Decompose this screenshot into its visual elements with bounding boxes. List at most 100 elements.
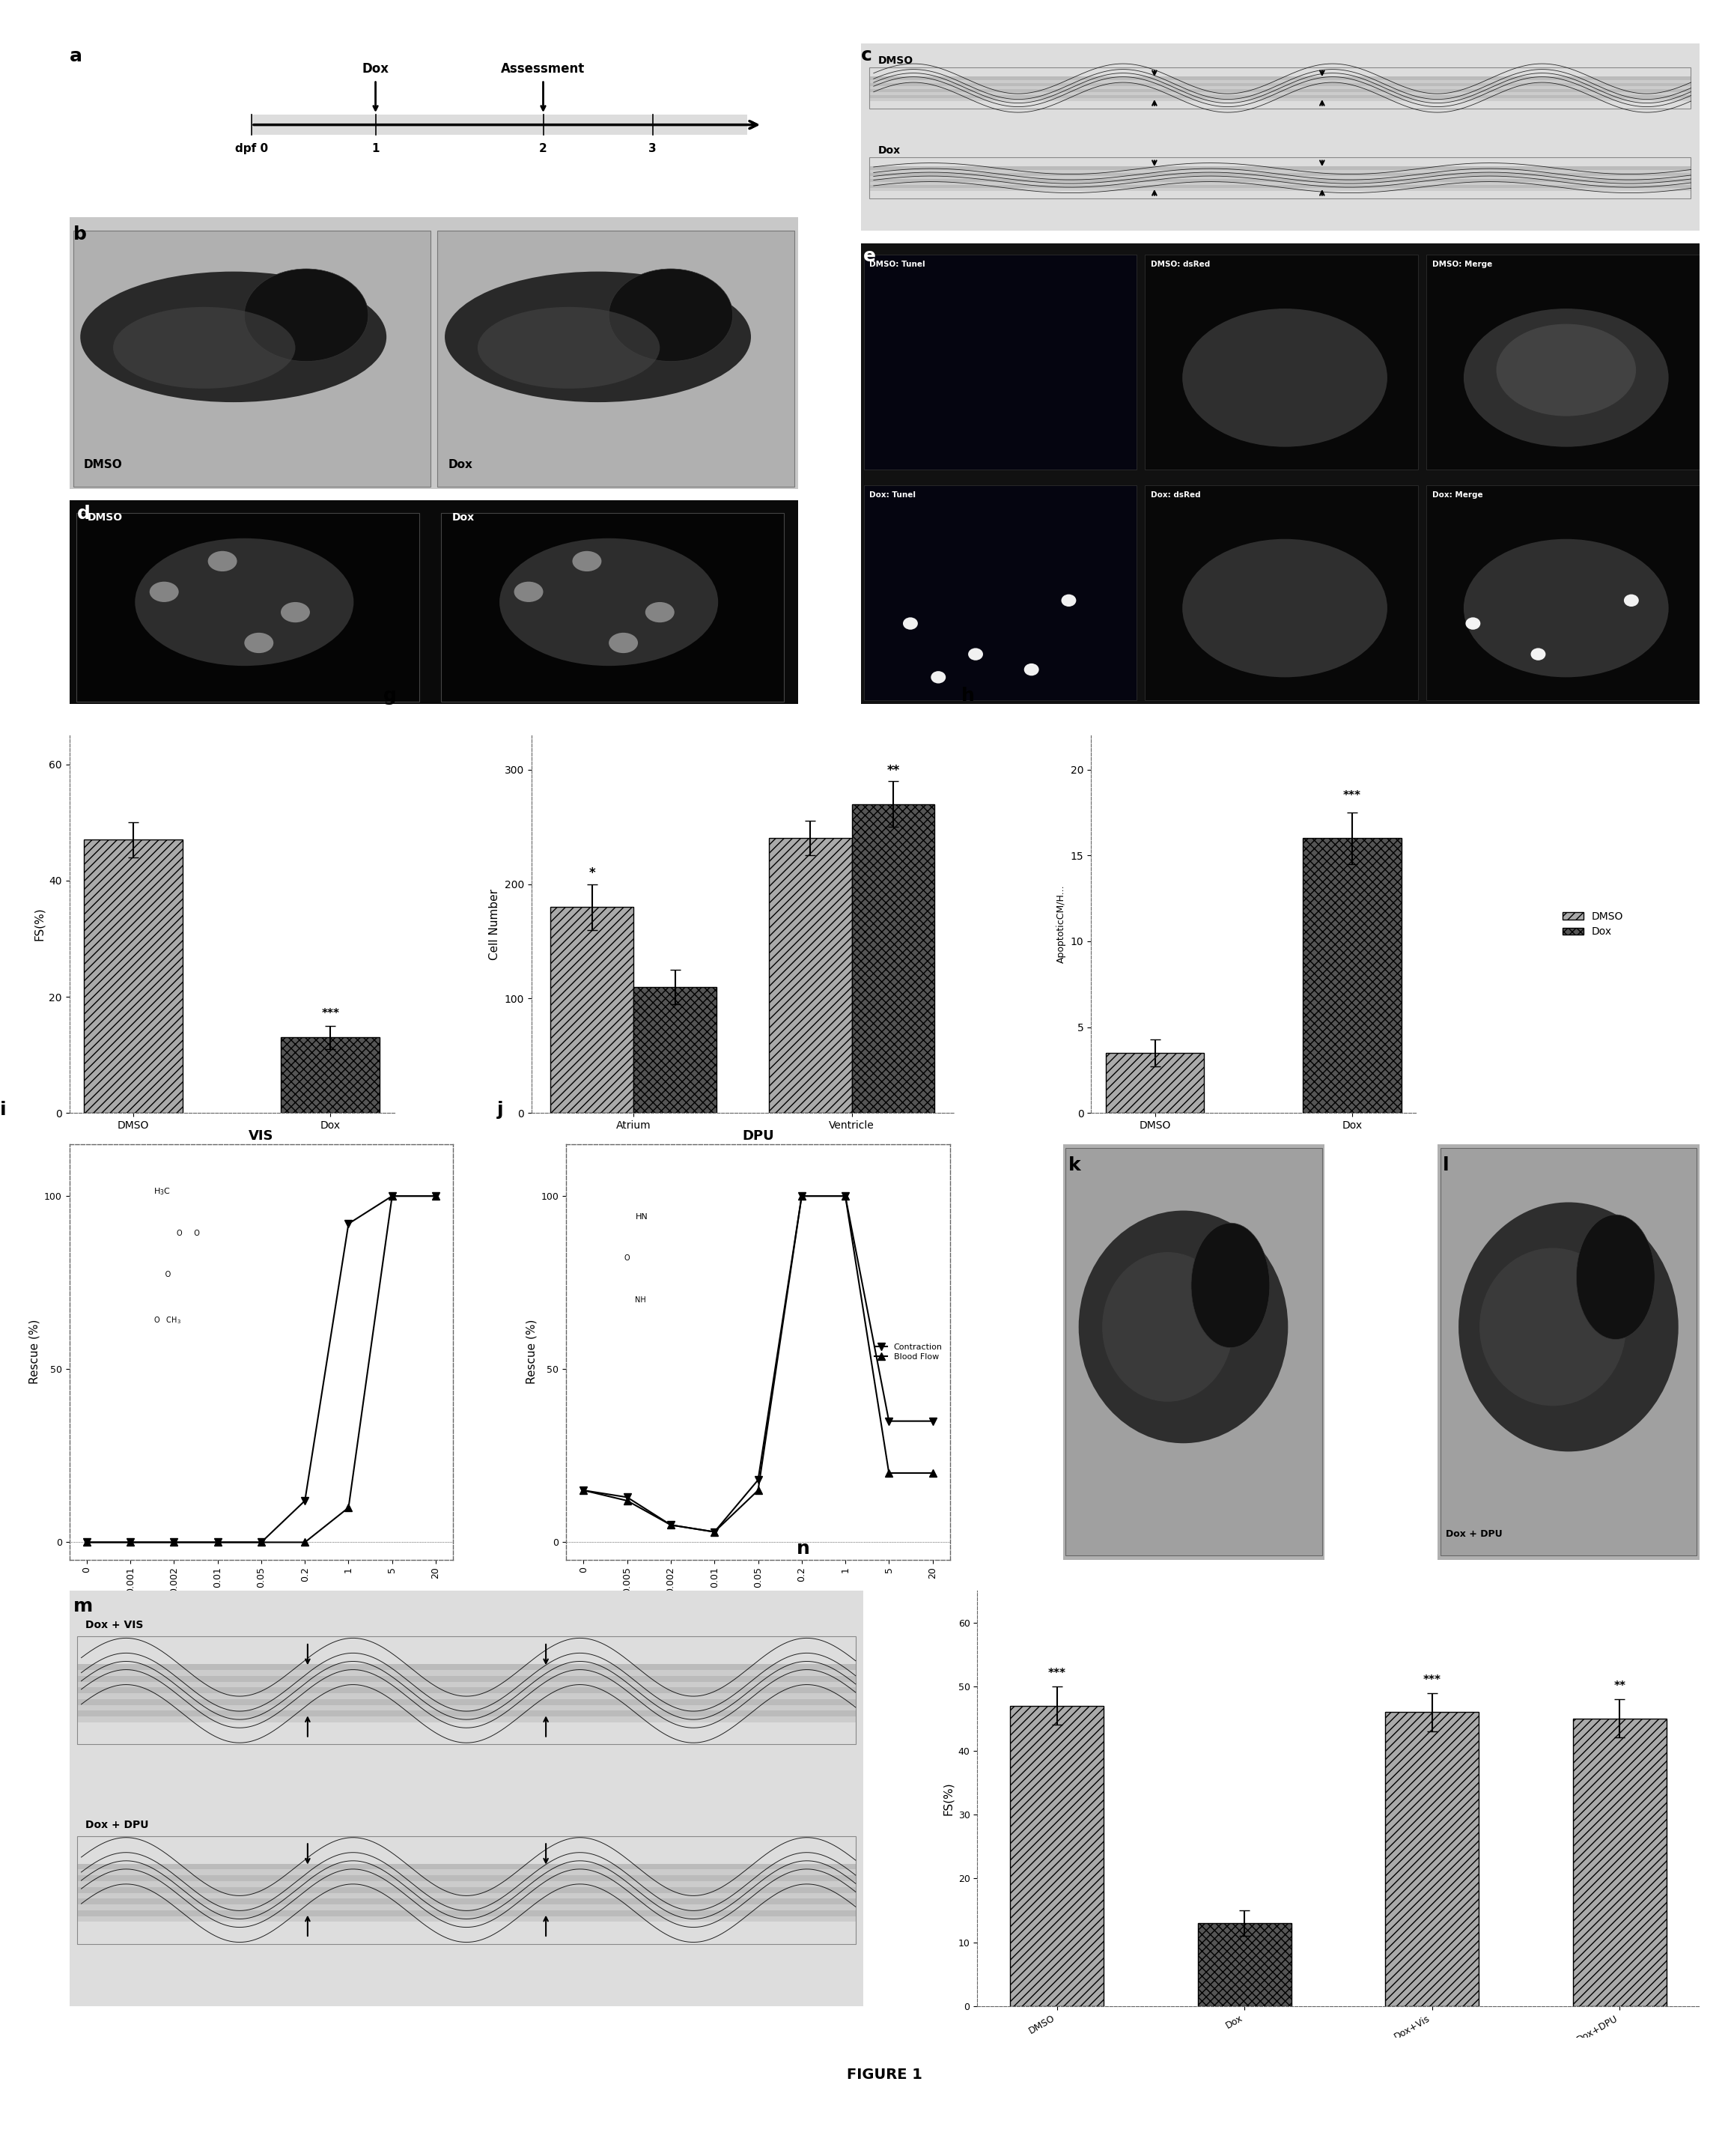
FancyBboxPatch shape [78,1699,855,1705]
FancyBboxPatch shape [437,231,794,487]
FancyBboxPatch shape [78,1705,855,1712]
Ellipse shape [1183,539,1387,677]
FancyBboxPatch shape [869,170,1691,172]
Text: NH: NH [635,1296,647,1304]
Bar [1011,1705,1105,2007]
Circle shape [1531,649,1545,660]
Text: e: e [864,248,876,265]
Text: DMSO: DMSO [877,56,914,65]
Y-axis label: ApoptoticCM/H...: ApoptoticCM/H... [1056,884,1066,964]
Circle shape [1191,1222,1269,1348]
Text: DMSO: DMSO [83,459,123,470]
FancyBboxPatch shape [869,175,1691,179]
Circle shape [208,552,238,571]
Circle shape [1576,1214,1654,1339]
Text: i: i [0,1102,7,1119]
Text: j: j [498,1102,503,1119]
FancyBboxPatch shape [78,1869,855,1876]
FancyBboxPatch shape [869,82,1691,86]
FancyBboxPatch shape [864,485,1138,701]
Ellipse shape [477,306,661,388]
FancyBboxPatch shape [869,75,1691,80]
Ellipse shape [499,539,718,666]
Bar [85,841,182,1112]
Text: m: m [73,1598,94,1615]
Text: b: b [73,224,87,244]
Text: 1: 1 [371,142,380,155]
FancyBboxPatch shape [869,179,1691,181]
Blood Flow [879,1460,900,1485]
Text: h: h [961,688,975,705]
Text: ***: *** [1344,789,1361,802]
Text: ***: *** [321,1009,340,1020]
FancyBboxPatch shape [78,1910,855,1917]
FancyBboxPatch shape [78,1671,855,1675]
Contraction [704,1520,725,1546]
Circle shape [281,602,310,623]
Text: DMSO: Merge: DMSO: Merge [1432,261,1491,270]
FancyBboxPatch shape [78,1876,855,1882]
FancyBboxPatch shape [76,513,420,701]
Title: DPU: DPU [742,1130,773,1143]
FancyBboxPatch shape [864,254,1138,470]
Contraction [834,1184,855,1210]
Bar [1198,1923,1292,2007]
Bar [1106,1052,1203,1112]
FancyBboxPatch shape [869,172,1691,175]
Text: Dox: Dox [453,513,475,522]
X-axis label: uM: uM [253,1598,269,1608]
FancyBboxPatch shape [73,231,430,487]
FancyBboxPatch shape [78,1688,855,1692]
Circle shape [149,582,179,602]
Circle shape [968,649,983,660]
Circle shape [1061,595,1077,606]
Ellipse shape [1458,1203,1679,1451]
FancyBboxPatch shape [440,513,784,701]
Blood Flow [922,1460,943,1485]
FancyBboxPatch shape [869,166,1691,170]
FancyBboxPatch shape [869,181,1691,185]
Text: HN: HN [635,1214,649,1220]
Circle shape [903,617,917,630]
Blood Flow [617,1488,638,1514]
Text: k: k [1068,1156,1080,1175]
FancyBboxPatch shape [78,1893,855,1899]
FancyBboxPatch shape [78,1899,855,1904]
Ellipse shape [1479,1248,1626,1406]
Text: DMSO: Tunel: DMSO: Tunel [869,261,926,270]
Ellipse shape [1496,323,1635,416]
Blood Flow [747,1477,768,1503]
Circle shape [609,632,638,653]
Text: O   CH$_3$: O CH$_3$ [154,1315,182,1326]
Text: a: a [69,47,81,65]
Text: g: g [383,688,397,705]
FancyBboxPatch shape [78,1863,855,1869]
FancyBboxPatch shape [1427,485,1699,701]
Blood Flow [704,1520,725,1546]
Text: d: d [76,505,90,524]
Text: Assessment: Assessment [501,63,584,75]
FancyBboxPatch shape [78,1917,855,1921]
Circle shape [572,552,602,571]
Ellipse shape [1183,308,1387,446]
FancyBboxPatch shape [1144,254,1418,470]
FancyBboxPatch shape [78,1682,855,1688]
Y-axis label: Rescue (%): Rescue (%) [29,1319,40,1384]
Contraction [661,1511,681,1537]
FancyBboxPatch shape [78,1664,855,1671]
FancyBboxPatch shape [78,1886,855,1893]
Text: Dox + DPU: Dox + DPU [85,1820,149,1830]
FancyBboxPatch shape [78,1716,855,1723]
Y-axis label: FS(%): FS(%) [33,908,45,940]
Legend: DMSO, Dox: DMSO, Dox [1559,908,1628,942]
Bar [1302,839,1401,1112]
Ellipse shape [113,306,295,388]
Text: Dox: dsRed: Dox: dsRed [1151,492,1200,498]
Y-axis label: FS(%): FS(%) [943,1781,954,1815]
FancyBboxPatch shape [869,183,1691,188]
FancyBboxPatch shape [1066,1149,1321,1554]
Bar [851,804,935,1112]
Ellipse shape [135,539,354,666]
FancyBboxPatch shape [869,188,1691,190]
Ellipse shape [446,272,751,403]
